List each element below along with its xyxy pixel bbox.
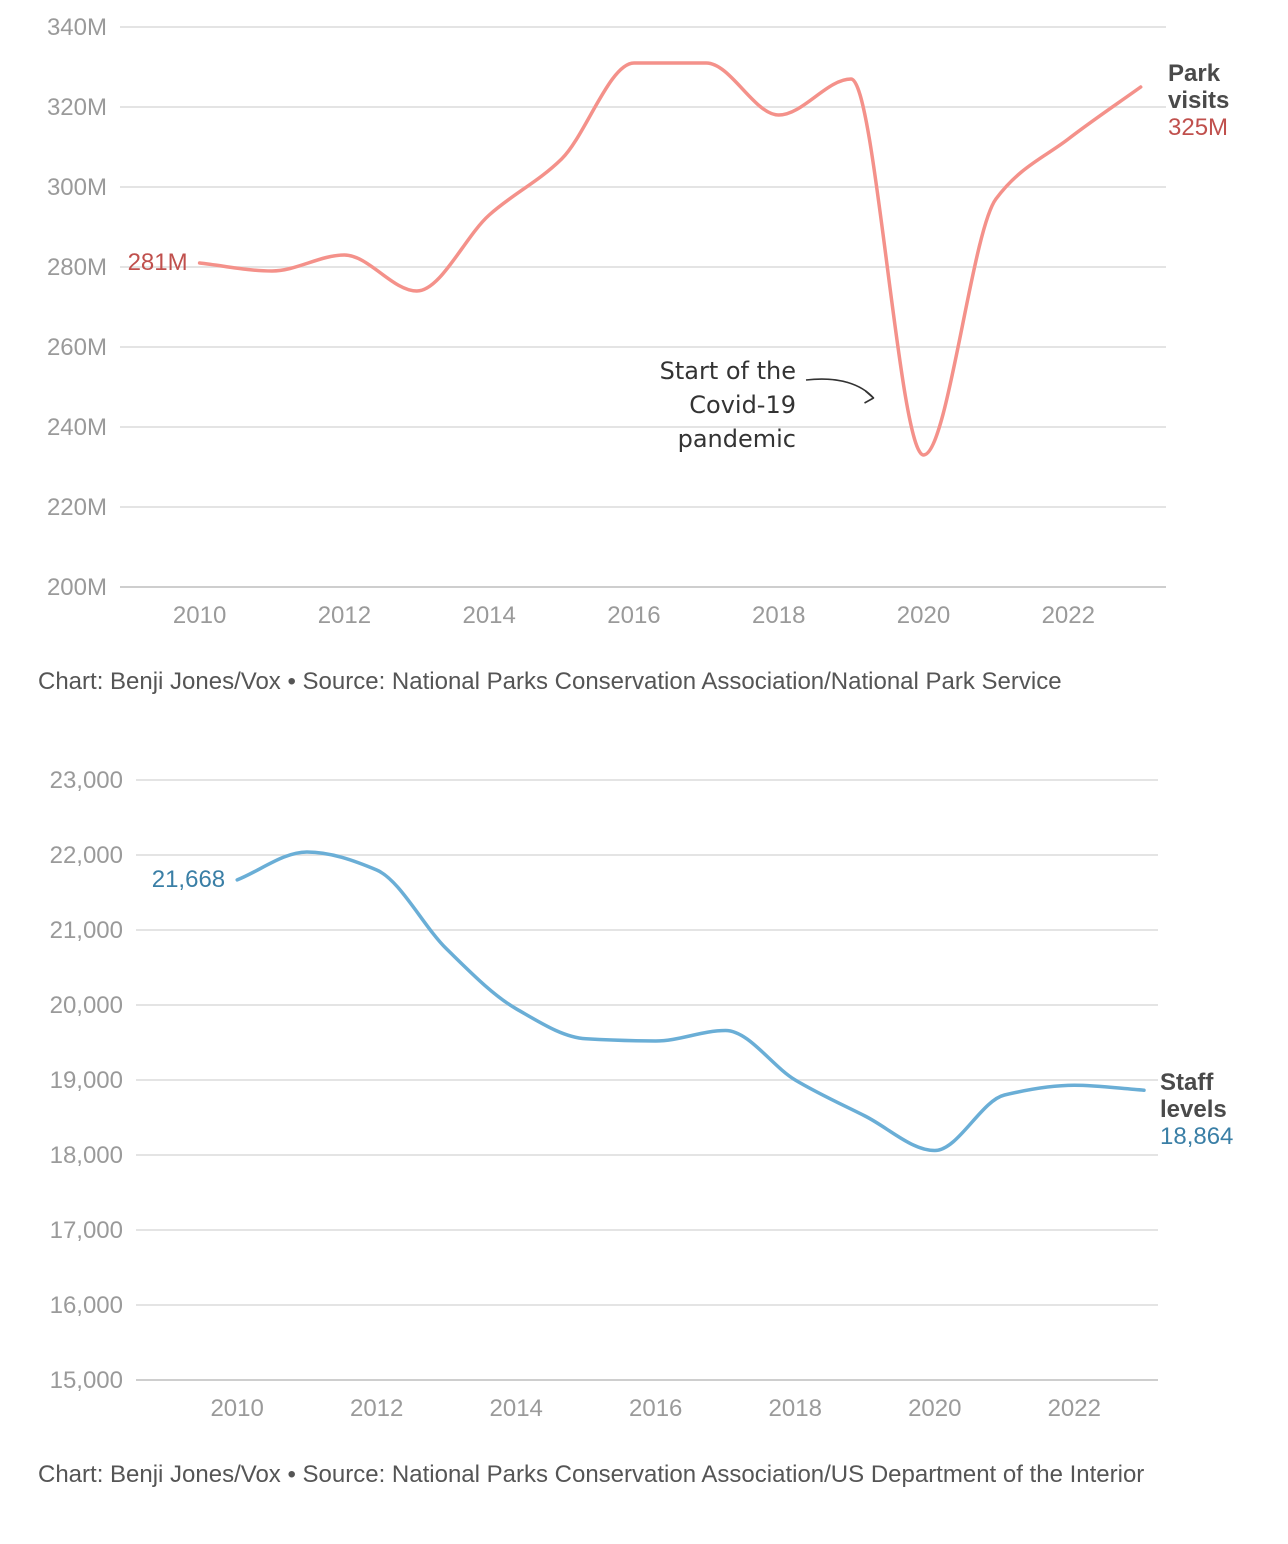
visits-series-name-label: Park [1168, 60, 1221, 87]
staff-x-tick-label: 2018 [769, 1395, 822, 1422]
staff-end-value-label: 18,864 [1160, 1123, 1233, 1150]
visits-y-tick-label: 220M [47, 494, 107, 521]
visits-y-tick-label: 320M [47, 94, 107, 121]
staff-y-tick-label: 22,000 [50, 842, 123, 869]
staff-y-tick-label: 20,000 [50, 992, 123, 1019]
staff-y-tick-label: 16,000 [50, 1292, 123, 1319]
staff-y-tick-label: 19,000 [50, 1067, 123, 1094]
staff-y-tick-label: 17,000 [50, 1217, 123, 1244]
visits-y-tick-label: 300M [47, 174, 107, 201]
visits-annotation-text: Start of the [660, 357, 796, 385]
visits-x-tick-label: 2010 [173, 602, 226, 629]
visits-y-tick-label: 340M [47, 14, 107, 41]
visits-y-tick-label: 200M [47, 574, 107, 601]
visits-y-tick-label: 280M [47, 254, 107, 281]
source-credit-staff: Chart: Benji Jones/Vox • Source: Nationa… [38, 1461, 1145, 1488]
park-visits-chart: 200M 220M 240M 260M 280M 300M 320M 340M 2010 2012… [47, 14, 1229, 629]
visits-y-tick-label: 240M [47, 414, 107, 441]
visits-y-tick-label: 260M [47, 334, 107, 361]
visits-start-value-label: 281M [128, 249, 188, 276]
visits-x-tick-label: 2022 [1042, 602, 1095, 629]
visits-annotation-text: pandemic [678, 425, 796, 453]
staff-levels-chart: 15,000 16,000 17,000 18,000 19,000 20,000 21,0… [50, 767, 1234, 1422]
staff-series-line [235, 850, 1146, 1153]
staff-x-tick-label: 2020 [908, 1395, 961, 1422]
visits-annotation-arrowhead [864, 390, 875, 404]
staff-y-tick-label: 15,000 [50, 1367, 123, 1394]
visits-end-value-label: 325M [1168, 114, 1228, 141]
visits-annotation-arrow [805, 378, 875, 399]
visits-x-tick-label: 2020 [897, 602, 950, 629]
staff-series-name-label: Staff [1160, 1069, 1214, 1096]
visits-series-name-label: visits [1168, 87, 1229, 114]
staff-x-tick-label: 2012 [350, 1395, 403, 1422]
staff-x-tick-label: 2022 [1048, 1395, 1101, 1422]
staff-x-tick-label: 2016 [629, 1395, 682, 1422]
visits-series-line [197, 61, 1143, 457]
staff-y-tick-label: 21,000 [50, 917, 123, 944]
visits-x-tick-label: 2014 [462, 602, 515, 629]
visits-x-tick-label: 2018 [752, 602, 805, 629]
staff-x-tick-label: 2010 [210, 1395, 263, 1422]
staff-series-name-label: levels [1160, 1096, 1227, 1123]
visits-x-tick-label: 2016 [607, 602, 660, 629]
staff-y-tick-label: 23,000 [50, 767, 123, 794]
visits-x-tick-label: 2012 [318, 602, 371, 629]
source-credit-visits: Chart: Benji Jones/Vox • Source: Nationa… [38, 668, 1062, 695]
staff-x-tick-label: 2014 [490, 1395, 543, 1422]
staff-start-value-label: 21,668 [152, 866, 225, 893]
staff-y-tick-label: 18,000 [50, 1142, 123, 1169]
visits-annotation-text: Covid-19 [689, 391, 796, 419]
